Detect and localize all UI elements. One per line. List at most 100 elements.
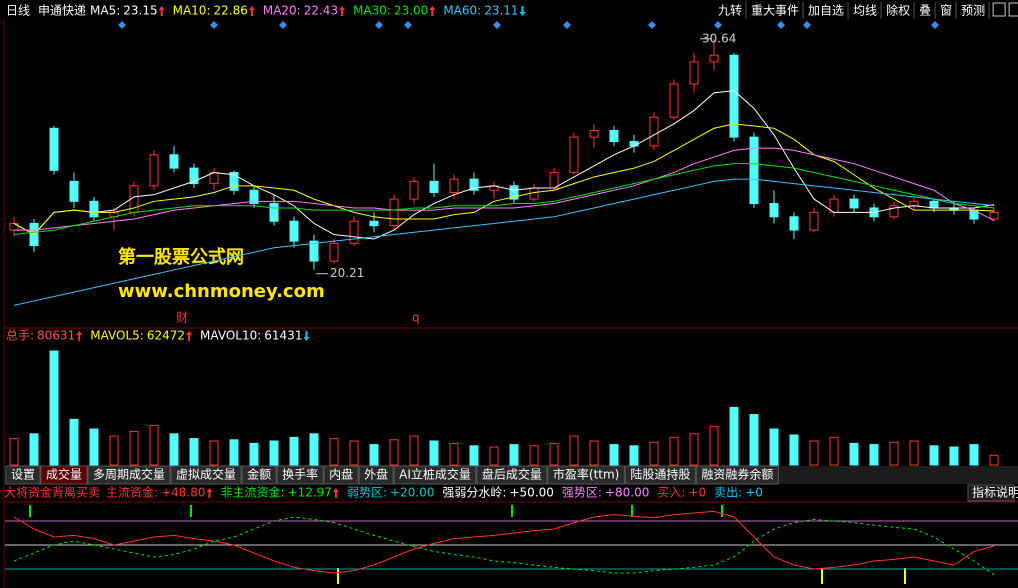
volume-bar xyxy=(589,440,599,466)
candle-body xyxy=(569,136,579,174)
candle-body xyxy=(409,180,419,200)
volume-bar xyxy=(369,444,379,466)
help-button[interactable] xyxy=(967,484,1015,502)
legend-label: MA10: xyxy=(173,4,211,18)
volume-bar xyxy=(309,433,319,466)
legend-value: 23.15 xyxy=(123,4,157,18)
tab-label[interactable]: 内盘 xyxy=(329,467,353,482)
help-button-label[interactable]: 指标说明 xyxy=(972,485,1018,500)
event-marker[interactable]: q xyxy=(412,311,420,325)
candle-body xyxy=(469,178,479,191)
volume-bar xyxy=(789,434,799,466)
candle-body xyxy=(609,129,619,143)
volume-bar xyxy=(169,433,179,466)
tab-label[interactable]: 成交量 xyxy=(46,467,82,482)
volume-bar xyxy=(669,436,679,466)
tab[interactable] xyxy=(358,465,394,485)
indicator-legend-value: +12.97 xyxy=(288,486,332,500)
tab[interactable] xyxy=(393,465,477,485)
volume-bar xyxy=(249,442,259,466)
signal-value: +0 xyxy=(745,486,763,500)
candle-body xyxy=(709,54,719,63)
indicator-legend-value: +20.00 xyxy=(390,486,434,500)
tab-label[interactable]: 盘后成交量 xyxy=(482,467,542,482)
toolbar-button[interactable]: 均线 xyxy=(853,4,877,18)
volume-bar xyxy=(89,428,99,466)
candle-body xyxy=(649,116,659,147)
candle-body xyxy=(169,154,179,169)
candle-body xyxy=(189,167,199,185)
volume-bar xyxy=(929,445,939,466)
candle-body xyxy=(349,220,359,244)
tab-label[interactable]: 金额 xyxy=(247,467,271,482)
tab[interactable] xyxy=(695,465,779,485)
volume-bar xyxy=(489,446,499,466)
tab[interactable] xyxy=(40,465,88,485)
indicator-legend-label: 强势区: xyxy=(562,486,602,500)
tab[interactable] xyxy=(624,465,696,485)
tab-label[interactable]: AI立桩成交量 xyxy=(399,467,471,482)
toolbar-button[interactable]: 重大事件 xyxy=(751,4,799,18)
candle-body xyxy=(729,54,739,138)
icon-button[interactable] xyxy=(992,2,1006,17)
volume-bar xyxy=(149,424,159,466)
tab[interactable] xyxy=(476,465,548,485)
indicator-legend-label: 主流资金: xyxy=(106,485,158,500)
toolbar-button[interactable]: 窗 xyxy=(940,4,952,18)
tab[interactable] xyxy=(87,465,171,485)
candle-body xyxy=(789,216,799,231)
tab-label[interactable]: 换手率 xyxy=(282,467,318,482)
tab-label[interactable]: 融资融券余额 xyxy=(701,467,773,482)
candle-body xyxy=(749,136,759,205)
tab-label[interactable]: 外盘 xyxy=(364,467,388,482)
toolbar-button[interactable]: 除权 xyxy=(886,3,910,18)
tab[interactable] xyxy=(170,465,242,485)
legend-value: 23.00 xyxy=(394,4,428,18)
candle-body xyxy=(269,203,279,222)
toolbar-button[interactable]: 预测 xyxy=(961,4,985,18)
volume-bar xyxy=(9,438,19,466)
trend-arrow xyxy=(519,6,526,16)
tab[interactable] xyxy=(241,465,277,485)
tab[interactable] xyxy=(323,465,359,485)
volume-bar xyxy=(189,438,199,466)
volume-bar xyxy=(69,418,79,466)
candle-body xyxy=(329,242,339,262)
volume-bar xyxy=(529,445,539,466)
volume-bar xyxy=(769,428,779,466)
candle-body xyxy=(229,172,239,191)
candle-body xyxy=(429,180,439,193)
toolbar-button[interactable]: 九转 xyxy=(718,3,742,18)
event-marker[interactable]: 财 xyxy=(176,311,188,325)
trend-arrow xyxy=(339,6,346,16)
stock-name: 申通快递 xyxy=(38,4,86,18)
volume-bar xyxy=(689,433,699,466)
tab[interactable] xyxy=(276,465,324,485)
tab-label[interactable]: 设置 xyxy=(11,468,35,482)
candle-body xyxy=(389,198,399,227)
candle-body xyxy=(449,178,459,193)
period-label[interactable]: 日线 xyxy=(6,4,30,18)
toolbar-button[interactable]: 叠 xyxy=(919,4,931,18)
tab-label[interactable]: 陆股通持股 xyxy=(630,467,690,482)
tab-label[interactable]: 市盈率(ttm) xyxy=(553,467,619,482)
volume-bar xyxy=(989,454,999,466)
candle-body xyxy=(89,200,99,218)
tab[interactable] xyxy=(5,465,41,485)
toolbar-button[interactable]: 加自选 xyxy=(808,4,844,18)
volume-bar xyxy=(809,440,819,466)
tab-label[interactable]: 虚拟成交量 xyxy=(176,467,236,482)
candle-body xyxy=(589,129,599,138)
tab-label[interactable]: 多周期成交量 xyxy=(93,467,165,482)
volume-bar xyxy=(509,444,519,466)
tab[interactable] xyxy=(547,465,625,485)
volume-bar xyxy=(969,444,979,466)
volume-average-value: 62472 xyxy=(147,329,185,343)
candle-body xyxy=(669,83,679,118)
volume-average-value: 61431 xyxy=(264,329,302,343)
low-annotation: 20.21 xyxy=(330,266,364,280)
volume-average-label: MAVOL5: xyxy=(90,329,144,343)
icon-button[interactable] xyxy=(1008,2,1018,17)
